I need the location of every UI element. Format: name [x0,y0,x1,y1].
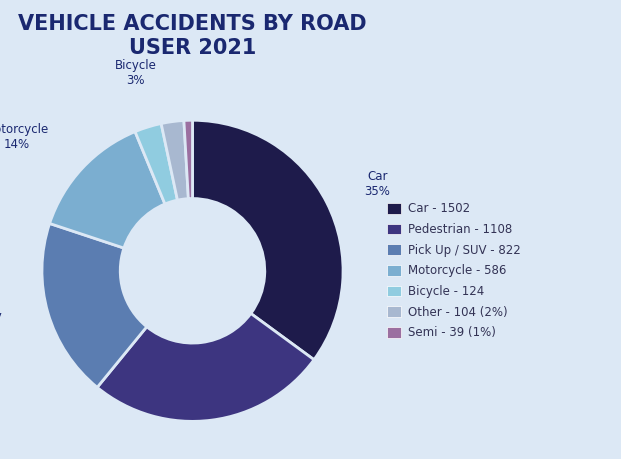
Text: Car
35%: Car 35% [365,170,390,198]
Text: Pick Up / SUV
19%: Pick Up / SUV 19% [0,312,2,340]
Wedge shape [135,123,178,204]
Wedge shape [97,313,314,421]
Text: Bicycle
3%: Bicycle 3% [114,59,156,87]
Text: Motorcycle
14%: Motorcycle 14% [0,123,49,151]
Wedge shape [42,224,147,387]
Wedge shape [193,120,343,360]
Legend: Car - 1502, Pedestrian - 1108, Pick Up / SUV - 822, Motorcycle - 586, Bicycle - : Car - 1502, Pedestrian - 1108, Pick Up /… [387,202,520,339]
Text: VEHICLE ACCIDENTS BY ROAD
USER 2021: VEHICLE ACCIDENTS BY ROAD USER 2021 [18,14,367,58]
Wedge shape [50,132,165,248]
Wedge shape [184,120,193,199]
Wedge shape [161,121,188,200]
